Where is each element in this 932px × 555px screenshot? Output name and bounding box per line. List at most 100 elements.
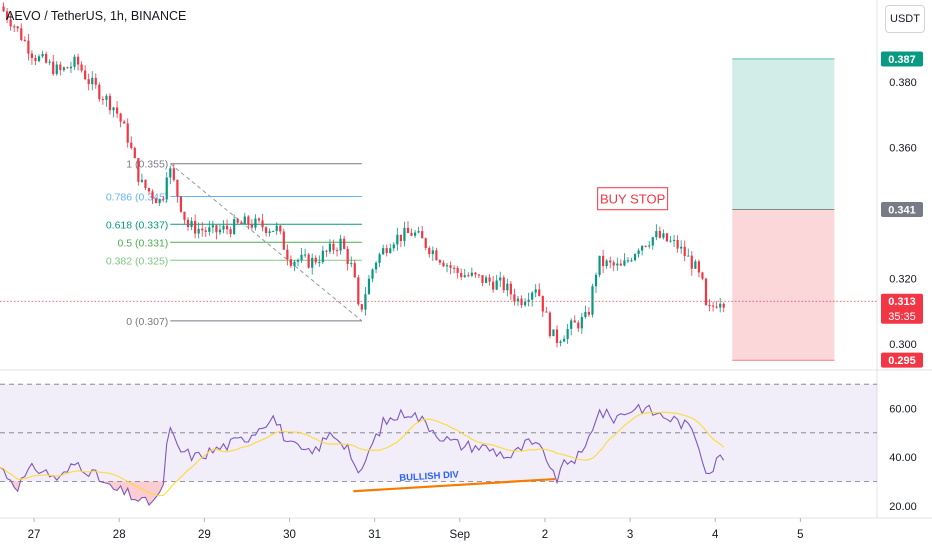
target-zone — [732, 58, 835, 210]
candle — [304, 248, 307, 258]
candle-body — [701, 272, 704, 279]
candle — [566, 323, 569, 344]
candle-body — [108, 95, 112, 111]
candle-body — [662, 233, 665, 238]
candle — [555, 325, 559, 348]
candle-body — [69, 66, 73, 69]
candle-body — [442, 262, 445, 267]
candle-body — [534, 289, 537, 293]
candle — [222, 220, 225, 234]
candle-body — [711, 305, 715, 307]
candle-body — [722, 303, 725, 308]
candle — [314, 255, 317, 265]
buy-stop-label: BUY STOP — [600, 192, 665, 207]
candle — [137, 157, 140, 186]
candle-body — [612, 262, 615, 266]
candle-body — [123, 121, 126, 124]
candle-body — [261, 220, 264, 228]
fib-level-label: 0 (0.307) — [126, 316, 168, 328]
candle — [541, 295, 544, 317]
candle — [374, 261, 378, 274]
candle-body — [641, 245, 644, 251]
candle — [598, 255, 601, 278]
rsi-ma-line — [0, 411, 725, 497]
candle — [538, 283, 541, 297]
candle — [584, 305, 587, 319]
candle-body — [680, 246, 683, 249]
candle-body — [467, 275, 470, 277]
candle — [23, 36, 26, 42]
candle-body — [445, 265, 449, 267]
candle — [605, 259, 608, 269]
candle-body — [573, 320, 576, 323]
candle-body — [587, 311, 591, 315]
candle-body — [630, 260, 633, 262]
candle — [41, 50, 44, 58]
candle — [669, 235, 672, 243]
price-badge — [881, 202, 923, 218]
candle — [328, 239, 332, 255]
candle — [371, 268, 374, 283]
candle-body — [665, 233, 669, 242]
candle-body — [719, 303, 722, 308]
candle — [403, 221, 406, 247]
candle-body — [133, 147, 136, 159]
candle-body — [506, 283, 509, 291]
candle-body — [406, 227, 410, 233]
candle-body — [523, 301, 527, 306]
candle — [704, 277, 708, 306]
candle — [343, 235, 346, 250]
candle-body — [194, 221, 197, 234]
candle — [201, 221, 204, 237]
candle-body — [233, 219, 236, 234]
candle — [172, 163, 175, 182]
candle-body — [80, 64, 83, 71]
candle — [360, 303, 363, 313]
candle — [655, 224, 658, 241]
candle — [527, 292, 530, 307]
candle-body — [449, 265, 452, 268]
candle-body — [715, 306, 718, 308]
candle-body — [605, 260, 608, 267]
candle — [694, 259, 697, 270]
candle — [339, 234, 342, 255]
time-tick-label: 30 — [283, 529, 296, 541]
candle-body — [704, 278, 708, 306]
candle — [147, 187, 151, 194]
currency-button[interactable]: USDT — [885, 5, 925, 33]
candle — [133, 146, 136, 159]
candle-body — [396, 234, 399, 245]
divergence-line — [353, 477, 556, 493]
candle — [186, 217, 190, 231]
candle — [240, 220, 243, 225]
candle — [286, 244, 289, 266]
candle — [119, 112, 122, 128]
candle-body — [155, 198, 158, 204]
candle — [467, 272, 470, 278]
candle — [676, 235, 679, 253]
candle-body — [282, 231, 285, 250]
candle — [708, 299, 711, 312]
candle-body — [84, 70, 87, 80]
candle-body — [321, 250, 324, 263]
candle — [378, 252, 381, 268]
candle-body — [27, 40, 30, 54]
candle — [438, 259, 442, 265]
candle-body — [186, 219, 190, 228]
candle-body — [559, 341, 562, 343]
candle — [144, 179, 147, 191]
candle-body — [16, 26, 19, 29]
candle-body — [268, 231, 271, 233]
candle — [367, 274, 371, 295]
candle-body — [456, 267, 459, 273]
candle-body — [30, 53, 34, 58]
candle — [449, 261, 452, 275]
candle-body — [101, 99, 104, 101]
candle — [275, 222, 278, 235]
rsi-band-fill — [0, 384, 877, 482]
candle-body — [616, 263, 619, 266]
candle — [247, 215, 250, 230]
time-tick-label: 29 — [198, 529, 211, 541]
candle — [594, 272, 598, 293]
